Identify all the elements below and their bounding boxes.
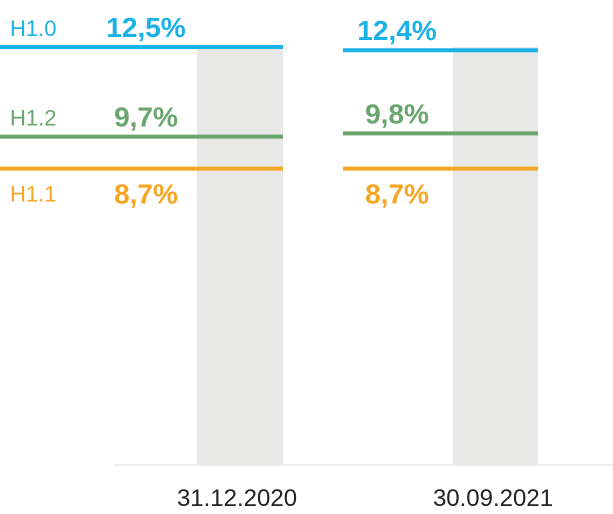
column [197,47,283,465]
value-label: 9,8% [365,98,429,129]
value-label: 12,5% [106,12,185,43]
value-label: 9,7% [114,102,178,133]
x-tick-label: 31.12.2020 [177,485,297,512]
value-label: 8,7% [365,179,429,210]
x-tick-label: 30.09.2021 [433,485,553,512]
legend-label: H1.1 [10,182,56,207]
value-label: 8,7% [114,179,178,210]
legend-label: H1.0 [10,16,56,41]
value-label: 12,4% [357,15,436,46]
column [453,47,538,465]
legend-label: H1.2 [10,106,56,131]
